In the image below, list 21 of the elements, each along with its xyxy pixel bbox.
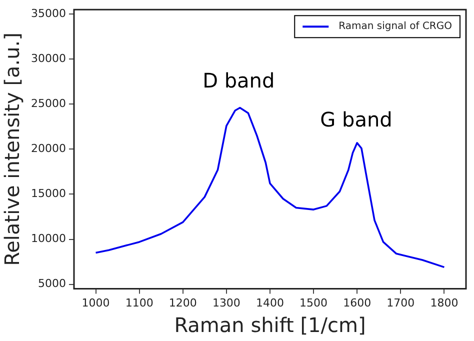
x-tick-label: 1200 (168, 296, 197, 310)
y-tick-label: 20000 (30, 142, 66, 156)
y-tick-label: 30000 (30, 52, 66, 65)
x-tick-label: 1600 (343, 296, 372, 310)
x-tick-label: 1300 (212, 296, 240, 310)
y-tick-label: 10000 (30, 232, 66, 246)
x-tick-label: 1100 (125, 296, 154, 310)
legend-label: Raman signal of CRGO (338, 21, 452, 32)
y-tick-label: 35000 (30, 6, 66, 20)
x-tick-label: 1700 (386, 296, 415, 310)
y-tick-label: 25000 (30, 97, 66, 110)
x-tick-label: 1000 (82, 296, 110, 310)
y-axis-title: Relative intensity [a.u.] (0, 32, 24, 266)
y-tick-label: 15000 (30, 187, 66, 200)
annotation: D band (202, 68, 275, 92)
x-tick-label: 1400 (256, 296, 284, 310)
annotation: G band (320, 107, 392, 132)
x-axis-title: Raman shift [1/cm] (174, 313, 366, 338)
x-tick-label: 1500 (300, 296, 328, 310)
y-tick-label: 5000 (38, 277, 66, 290)
x-tick-label: 1800 (430, 296, 458, 310)
